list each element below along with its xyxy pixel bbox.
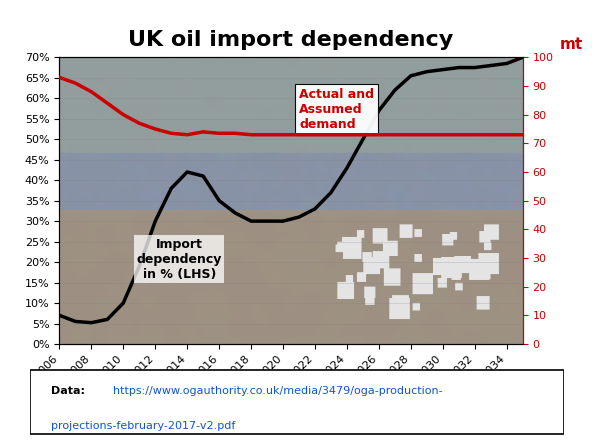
Text: Import
dependency
in % (LHS): Import dependency in % (LHS) <box>137 238 222 280</box>
Text: Data:: Data: <box>51 386 89 396</box>
Title: UK oil import dependency: UK oil import dependency <box>128 30 454 50</box>
FancyBboxPatch shape <box>30 370 564 434</box>
Text: projections-february-2017-v2.pdf: projections-february-2017-v2.pdf <box>51 421 235 431</box>
Text: mt: mt <box>560 37 583 52</box>
Text: https://www.ogauthority.co.uk/media/3479/oga-production-: https://www.ogauthority.co.uk/media/3479… <box>113 386 442 396</box>
Text: Actual and
Assumed
demand: Actual and Assumed demand <box>299 88 374 131</box>
